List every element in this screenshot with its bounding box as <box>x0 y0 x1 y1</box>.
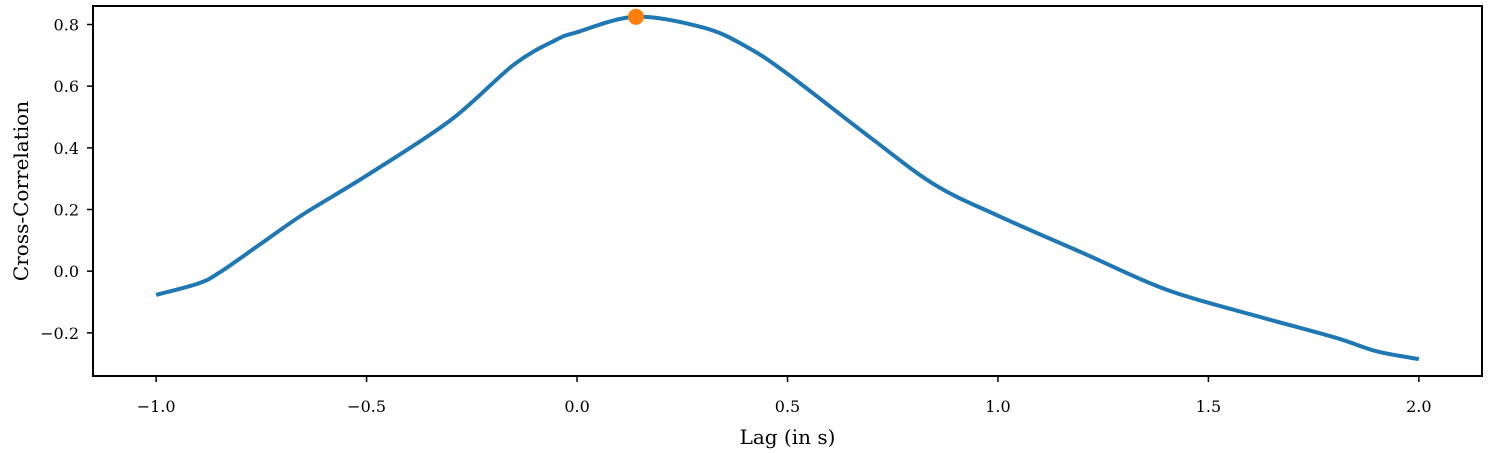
x-tick-label: 1.0 <box>985 397 1010 416</box>
plot-area <box>155 8 1420 362</box>
y-tick-label: 0.2 <box>54 201 79 220</box>
x-tick-label: 0.0 <box>564 397 589 416</box>
y-axis: −0.2 0.0 0.2 0.4 0.6 0.8 <box>40 16 93 343</box>
y-axis-label: Cross-Correlation <box>9 101 33 281</box>
y-tick-label: −0.2 <box>40 324 79 343</box>
y-tick-label: 0.8 <box>54 16 79 35</box>
x-tick-label: −1.0 <box>137 397 176 416</box>
y-tick-label: 0.0 <box>54 262 79 281</box>
x-tick-label: 2.0 <box>1406 397 1431 416</box>
peak-marker <box>627 8 644 25</box>
x-tick-label: 0.5 <box>775 397 800 416</box>
x-tick-label: 1.5 <box>1196 397 1221 416</box>
y-tick-label: 0.4 <box>54 139 79 158</box>
cross-correlation-line <box>155 14 1420 362</box>
x-axis: −1.0 −0.5 0.0 0.5 1.0 1.5 2.0 <box>137 376 1432 416</box>
x-tick-label: −0.5 <box>347 397 386 416</box>
y-tick-label: 0.6 <box>54 77 79 96</box>
x-axis-label: Lag (in s) <box>740 425 836 449</box>
